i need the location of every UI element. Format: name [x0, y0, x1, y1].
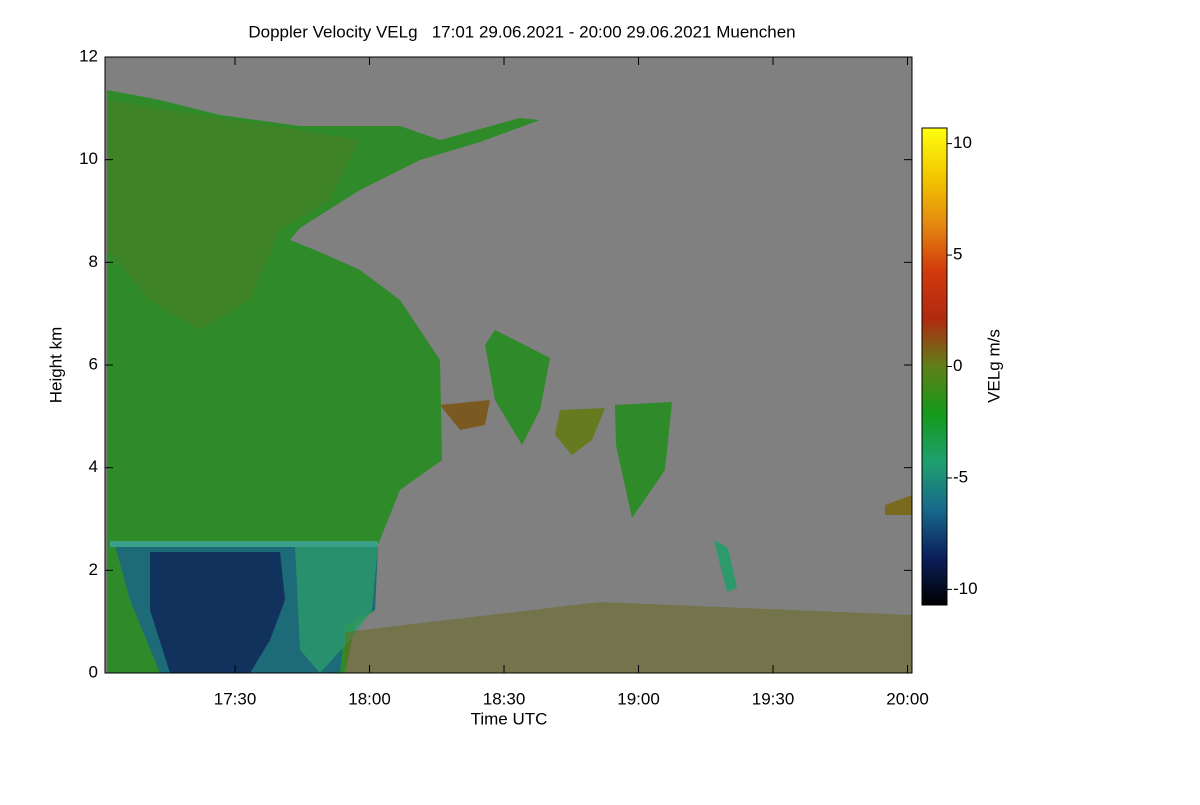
cloud — [714, 540, 737, 592]
y-tick-label: 2 — [89, 560, 98, 579]
colorbar-tick-label: -5 — [953, 467, 968, 486]
cloud-low — [295, 545, 378, 673]
colorbar-tick-label: 0 — [953, 356, 962, 375]
x-tick-label: 19:30 — [752, 689, 795, 708]
y-tick-label: 10 — [79, 149, 98, 168]
cloud — [615, 402, 672, 518]
radar-echoes — [107, 90, 912, 673]
cloud — [885, 495, 912, 515]
y-tick-label: 12 — [79, 46, 98, 65]
colorbar-label: VELg m/s — [984, 329, 1003, 403]
y-tick-label: 4 — [89, 457, 98, 476]
colorbar-tick-label: -10 — [953, 579, 978, 598]
cloud — [440, 400, 490, 430]
y-tick-label: 6 — [89, 354, 98, 373]
boundary-layer — [345, 602, 912, 673]
y-axis-label: Height km — [46, 327, 65, 404]
x-tick-label: 20:00 — [886, 689, 929, 708]
colorbar-tick-label: 5 — [953, 245, 962, 264]
x-tick-label: 17:30 — [214, 689, 257, 708]
x-axis-label: Time UTC — [471, 709, 548, 728]
x-tick-label: 18:00 — [348, 689, 391, 708]
colorbar — [921, 127, 948, 606]
chart-title: Doppler Velocity VELg 17:01 29.06.2021 -… — [248, 22, 795, 41]
x-tick-label: 19:00 — [617, 689, 660, 708]
cloud — [485, 330, 550, 445]
x-tick-label: 18:30 — [483, 689, 526, 708]
cloud-core — [150, 552, 285, 673]
colorbar-tick-label: 10 — [953, 133, 972, 152]
cloud-texture — [107, 100, 360, 330]
y-tick-label: 0 — [89, 662, 98, 681]
cloud — [555, 408, 605, 455]
melting-layer — [110, 541, 378, 547]
y-tick-label: 8 — [89, 252, 98, 271]
